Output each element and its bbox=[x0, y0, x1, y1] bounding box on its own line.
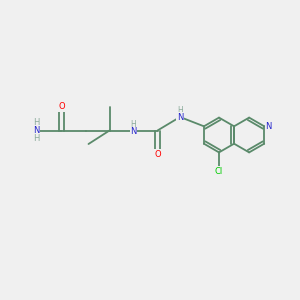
Text: N: N bbox=[177, 113, 183, 122]
Text: H: H bbox=[130, 120, 136, 129]
Text: N: N bbox=[33, 126, 39, 135]
Text: N: N bbox=[266, 122, 272, 131]
Text: H: H bbox=[177, 106, 183, 115]
Text: Cl: Cl bbox=[215, 167, 223, 176]
Text: N: N bbox=[130, 128, 137, 136]
Text: O: O bbox=[58, 102, 65, 111]
Text: H: H bbox=[33, 134, 39, 143]
Text: O: O bbox=[154, 150, 161, 159]
Text: H: H bbox=[33, 118, 39, 127]
